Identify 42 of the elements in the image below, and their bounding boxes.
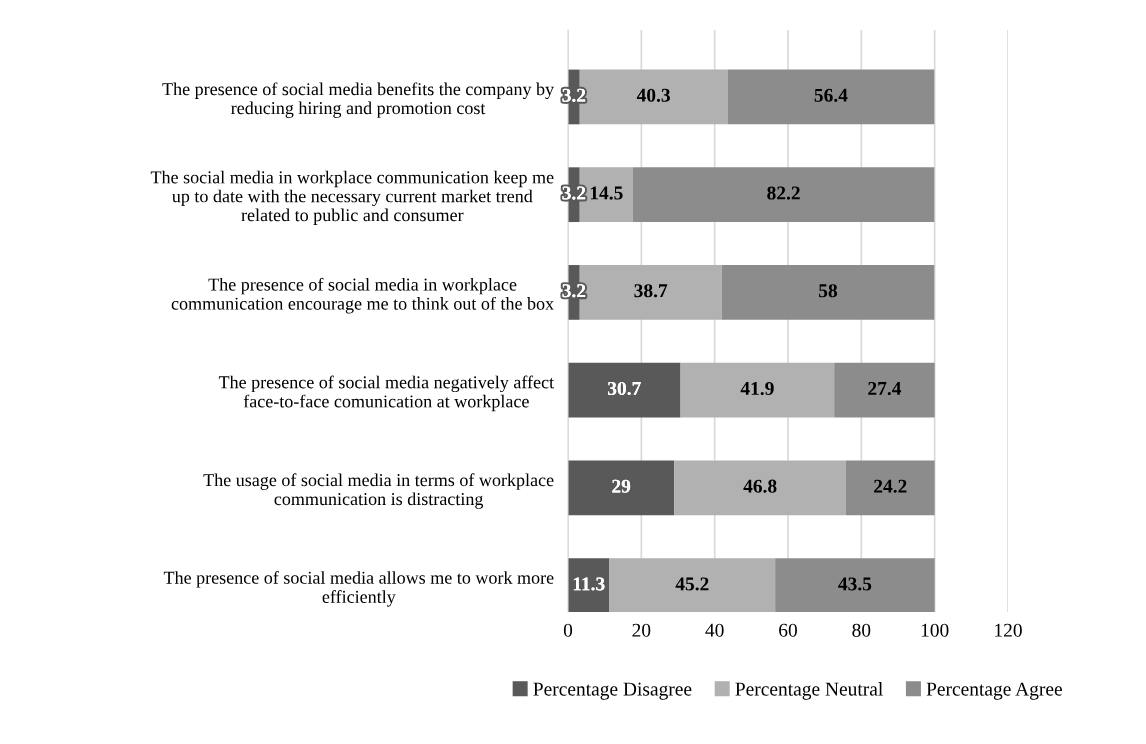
bar [568, 362, 681, 418]
x-tick-label: 100 [921, 623, 949, 637]
bar [632, 167, 935, 223]
x-tick-label: 80 [852, 623, 871, 637]
y-tick-label: The social media in workplace communication keep me up to date with the necessary current market trend related to public and consumer [150, 170, 554, 225]
bar [674, 460, 846, 516]
data-label: 24.2 [874, 479, 907, 493]
data-label: 43.5 [838, 577, 872, 591]
legend-label: Percentage Neutral [735, 682, 883, 700]
data-label: 30.7 [608, 381, 641, 396]
data-label: 82.2 [767, 186, 800, 200]
bar [721, 265, 935, 320]
legend-label: Percentage Disagree [533, 682, 692, 700]
data-label: 40.3 [636, 88, 670, 102]
x-tick-label: 120 [995, 623, 1022, 637]
bar [727, 69, 935, 125]
data-label: 14.5 [590, 186, 623, 200]
y-tick-label: The usage of social media in terms of workplace communication is distracting [203, 473, 554, 509]
data-label: 46.8 [743, 479, 777, 493]
bar [680, 362, 835, 418]
y-tick-label: The presence of social media negatively affect face-to-face comunication at workplace [218, 375, 554, 412]
y-tick-label: The presence of social media in workplace communication encourage me to think out of the box [171, 277, 554, 314]
bar [834, 362, 935, 418]
x-tick-label: 20 [632, 623, 651, 637]
bar [845, 460, 935, 516]
data-label: 45.2 [675, 577, 709, 591]
data-label: 29 [612, 479, 631, 493]
y-tick-label: The presence of social media allows me to work more efficiently [163, 570, 554, 607]
data-label: 11.3 [573, 577, 605, 591]
legend-label: Percentage Agree [926, 682, 1062, 700]
x-tick-label: 60 [779, 623, 797, 637]
data-label: 27.4 [868, 381, 902, 396]
bar [568, 460, 675, 516]
data-label: 58 [819, 284, 838, 298]
x-tick-label: 40 [705, 623, 724, 637]
data-label: 41.9 [740, 381, 774, 396]
y-tick-label: The presence of social media benefits the company by reducing hiring and promotion cost [162, 82, 555, 118]
bar [609, 558, 776, 612]
data-label: 38.7 [634, 284, 668, 298]
data-label: 56.4 [814, 88, 848, 102]
bar [775, 558, 935, 612]
x-tick-label: 0 [563, 623, 573, 637]
